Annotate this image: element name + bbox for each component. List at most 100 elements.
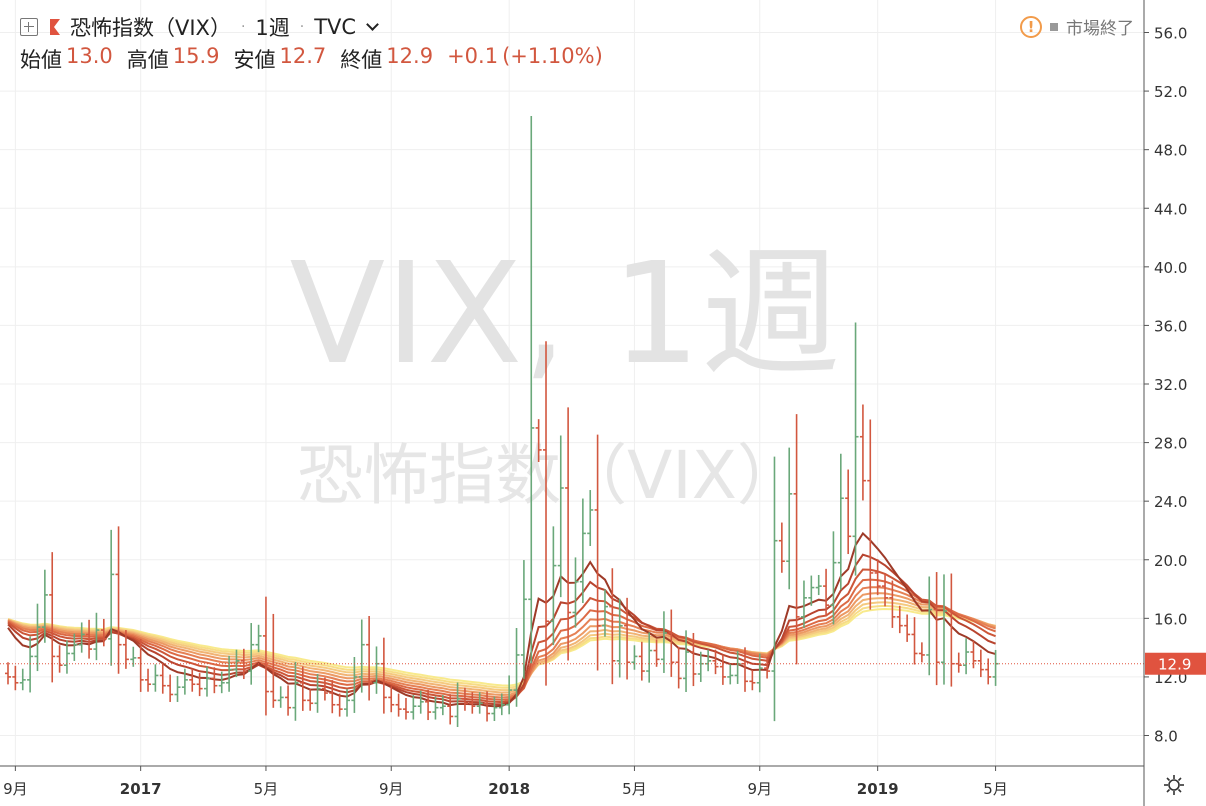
price-axis[interactable]: 8.012.016.020.024.028.032.036.040.044.04… bbox=[1143, 0, 1206, 806]
separator-dot: · bbox=[299, 19, 305, 35]
change-percent: (+1.10%) bbox=[502, 44, 603, 68]
time-tick-label: 9月 bbox=[3, 780, 28, 798]
legend-row-symbol: 恐怖指数（VIX） · 1週 · TVC bbox=[20, 12, 379, 42]
ohlc-bar bbox=[756, 653, 763, 693]
price-tick-label: 44.0 bbox=[1154, 200, 1187, 218]
ohlc-bar bbox=[675, 646, 682, 689]
ohlc-bar bbox=[543, 341, 550, 686]
warning-icon[interactable]: ! bbox=[1020, 15, 1042, 38]
high-value: 15.9 bbox=[172, 44, 220, 68]
ohlc-bar bbox=[852, 322, 859, 576]
ohlc-bar bbox=[867, 419, 874, 610]
price-tick-label: 56.0 bbox=[1154, 25, 1187, 43]
ohlc-bar bbox=[152, 664, 159, 692]
ohlc-bar bbox=[749, 670, 756, 691]
ohlc-bar bbox=[808, 575, 815, 606]
ohlc-bar bbox=[41, 569, 48, 643]
low-value: 12.7 bbox=[279, 44, 327, 68]
ohlc-bar bbox=[292, 661, 299, 721]
settings-gear-icon[interactable] bbox=[1163, 774, 1185, 796]
ohlc-bar bbox=[601, 589, 608, 637]
ohlc-bar bbox=[71, 633, 78, 661]
ema-line bbox=[7, 607, 996, 687]
time-tick-label: 5月 bbox=[254, 780, 279, 798]
ohlc-bar bbox=[926, 576, 933, 676]
ohlc-bar bbox=[705, 649, 712, 672]
ohlc-bar bbox=[793, 414, 800, 665]
ohlc-bar bbox=[5, 662, 11, 685]
open-value: 13.0 bbox=[66, 44, 113, 68]
ohlc-bar bbox=[491, 696, 498, 722]
ohlc-bar bbox=[786, 447, 793, 590]
flag-icon[interactable] bbox=[50, 19, 64, 35]
ohlc-bar bbox=[189, 668, 196, 692]
ohlc-bar bbox=[528, 115, 535, 664]
time-axis[interactable]: 9月 2017 5月 9月 2018 5月 9月 2019 5月 bbox=[0, 765, 1144, 798]
ohlc-bar bbox=[115, 526, 122, 674]
ohlc-bar bbox=[653, 639, 660, 667]
time-tick-label: 2018 bbox=[488, 780, 530, 798]
legend-row-ohlc: 始値 13.0 高値 15.9 安値 12.7 終値 12.9 +0.1 (+1.10%… bbox=[20, 44, 603, 74]
ohlc-bar bbox=[226, 655, 233, 692]
time-tick-label: 9月 bbox=[747, 780, 772, 798]
ohlc-bar bbox=[248, 623, 255, 685]
ohlc-bar bbox=[624, 597, 631, 680]
ohlc-bar bbox=[970, 640, 977, 669]
ohlc-bar bbox=[712, 649, 719, 675]
time-tick-label: 5月 bbox=[983, 780, 1008, 798]
ohlc-bar bbox=[778, 522, 785, 573]
ohlc-bar bbox=[425, 689, 432, 721]
ohlc-bar bbox=[351, 656, 358, 713]
ohlc-bar bbox=[137, 638, 144, 692]
ohlc-bar bbox=[388, 686, 395, 713]
price-tick-label: 16.0 bbox=[1154, 610, 1187, 628]
ohlc-bar bbox=[830, 531, 837, 625]
exchange-label[interactable]: TVC bbox=[314, 15, 357, 39]
interval-label[interactable]: 1週 bbox=[255, 16, 290, 40]
ohlc-bar bbox=[985, 658, 992, 685]
ohlc-bar bbox=[34, 603, 41, 672]
ohlc-bar bbox=[520, 560, 527, 679]
ohlc-bar bbox=[218, 671, 225, 694]
ohlc-bar bbox=[56, 645, 63, 673]
ohlc-bar bbox=[469, 692, 476, 714]
ohlc-bar bbox=[498, 693, 505, 716]
price-tick-label: 28.0 bbox=[1154, 435, 1187, 453]
time-tick-label: 2019 bbox=[857, 780, 899, 798]
ohlc-bar bbox=[145, 668, 152, 692]
ohlc-bar bbox=[646, 632, 653, 683]
ohlc-bar bbox=[948, 573, 955, 687]
ohlc-bar bbox=[896, 605, 903, 634]
price-tick-label: 20.0 bbox=[1154, 552, 1187, 570]
ohlc-bar bbox=[93, 612, 100, 661]
open-label: 始値 bbox=[20, 48, 62, 72]
ohlc-bar bbox=[366, 615, 373, 701]
price-tick-label: 24.0 bbox=[1154, 493, 1187, 511]
ohlc-bar bbox=[719, 654, 726, 685]
symbol-name[interactable]: 恐怖指数（VIX） bbox=[70, 16, 231, 40]
ohlc-bar bbox=[12, 665, 19, 691]
ohlc-bar bbox=[181, 668, 188, 695]
separator-dot: · bbox=[240, 19, 246, 35]
close-value: 12.9 bbox=[386, 44, 434, 68]
expand-icon[interactable] bbox=[20, 18, 38, 36]
ohlc-bar bbox=[557, 435, 564, 598]
chevron-down-icon[interactable] bbox=[366, 17, 379, 31]
low-label: 安値 bbox=[233, 48, 276, 72]
ema-line bbox=[7, 604, 996, 689]
ohlc-bar bbox=[233, 649, 240, 678]
ohlc-bar bbox=[167, 674, 174, 702]
ohlc-bar bbox=[78, 622, 85, 653]
ohlc-bar bbox=[911, 617, 918, 665]
market-status[interactable]: ! 市場終了 bbox=[1020, 14, 1134, 39]
ohlc-bar bbox=[977, 649, 984, 678]
ohlc-bar bbox=[579, 498, 586, 604]
ohlc-bar bbox=[417, 690, 424, 714]
market-status-text: 市場終了 bbox=[1066, 19, 1134, 39]
ohlc-bar bbox=[314, 673, 321, 713]
ohlc-bar bbox=[683, 630, 690, 693]
ohlc-bar bbox=[882, 573, 889, 607]
ohlc-bar bbox=[203, 666, 210, 697]
